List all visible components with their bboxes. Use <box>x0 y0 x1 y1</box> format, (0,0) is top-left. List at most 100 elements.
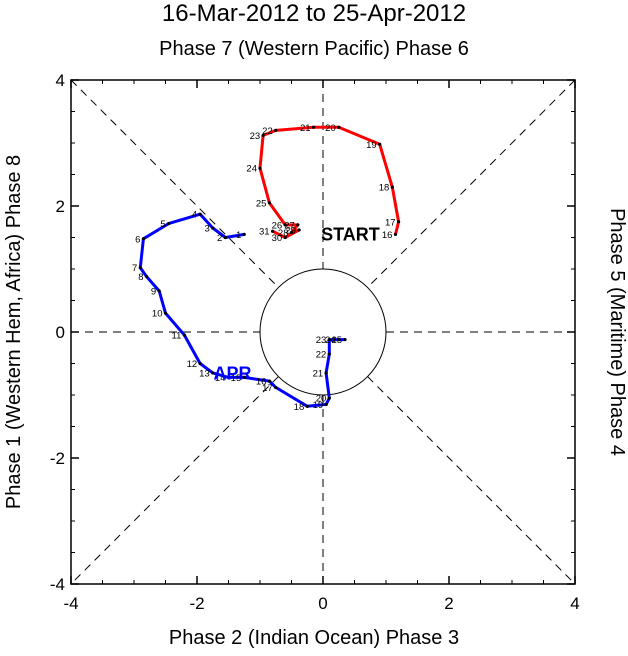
day-label: 23 <box>250 131 261 142</box>
day-label: 27 <box>284 220 295 231</box>
x-tick-label: -2 <box>189 594 204 613</box>
y-tick-label: -4 <box>50 575 65 594</box>
day-label: 25 <box>331 335 342 346</box>
data-point <box>327 337 331 342</box>
day-label: 19 <box>313 400 324 411</box>
data-point <box>267 201 272 205</box>
data-point <box>274 128 278 132</box>
x-tick-label: 2 <box>444 594 453 613</box>
left-phase-label: Phase 1 (Western Hem, Africa) Phase 8 <box>3 155 25 509</box>
dashed-diagonal-line <box>70 376 279 585</box>
data-point <box>378 142 382 146</box>
data-point <box>182 333 186 337</box>
data-point <box>327 396 331 400</box>
data-point <box>324 371 328 375</box>
data-point <box>397 220 401 224</box>
unit-circle <box>259 268 387 396</box>
x-tick-label: 0 <box>318 594 327 613</box>
y-tick-label: 0 <box>56 323 65 342</box>
month-label-apr: APR <box>213 363 251 383</box>
x-tick-label: -4 <box>63 594 78 613</box>
day-label: 3 <box>204 224 209 235</box>
data-point <box>283 235 287 240</box>
day-label: 19 <box>366 140 377 151</box>
data-point <box>343 337 347 342</box>
day-label: 18 <box>294 402 305 413</box>
y-tick-label: -2 <box>50 449 65 468</box>
day-label: 10 <box>152 309 163 320</box>
phase-grid <box>70 79 576 585</box>
data-point <box>138 266 142 270</box>
data-point <box>283 223 287 227</box>
data-point <box>141 237 146 241</box>
day-label: 14 <box>215 373 226 384</box>
data-point <box>337 337 341 342</box>
data-point <box>167 222 171 226</box>
day-label: 23 <box>316 335 327 346</box>
day-label: 9 <box>151 287 156 298</box>
data-point <box>157 289 161 293</box>
day-label: 16 <box>256 377 267 388</box>
day-label: 30 <box>272 233 283 244</box>
data-point <box>311 125 316 129</box>
data-point <box>327 352 331 356</box>
day-label: 18 <box>379 183 390 194</box>
dashed-diagonal-line <box>70 79 279 288</box>
data-point <box>267 379 272 383</box>
day-label: 12 <box>187 359 198 370</box>
day-label: 11 <box>172 331 182 342</box>
day-label: 21 <box>313 368 324 379</box>
right-phase-label: Phase 5 (Maritime) Phase 4 <box>606 208 628 456</box>
dashed-diagonal-line <box>367 79 576 288</box>
day-label: 2 <box>217 233 222 244</box>
data-point <box>242 232 246 236</box>
day-label: 4 <box>192 210 197 221</box>
day-label: 15 <box>231 373 242 384</box>
data-point <box>297 228 301 232</box>
chart-title: 16-Mar-2012 to 25-Apr-2012 <box>161 0 467 27</box>
data-point <box>242 375 246 379</box>
day-label: 6 <box>135 234 140 245</box>
y-tick-label: 2 <box>56 197 65 216</box>
data-point <box>337 125 341 129</box>
day-label: 24 <box>325 335 336 346</box>
data-point <box>296 223 300 227</box>
bottom-phase-label: Phase 2 (Indian Ocean) Phase 3 <box>168 627 460 649</box>
day-label: 17 <box>262 383 273 394</box>
day-label: 13 <box>199 368 210 379</box>
x-tick-label: 4 <box>570 594 579 613</box>
data-point <box>198 361 202 366</box>
day-label: 8 <box>138 272 143 283</box>
data-point <box>390 185 394 189</box>
data-point <box>163 311 168 315</box>
start-label: START <box>321 224 380 244</box>
data-point <box>211 371 215 375</box>
day-label: 7 <box>132 263 137 274</box>
day-label: 22 <box>262 126 273 137</box>
data-point <box>223 235 227 240</box>
day-label: 31 <box>259 227 270 238</box>
day-label: 20 <box>325 123 336 134</box>
series-line-mar <box>258 125 401 239</box>
day-label: 17 <box>385 217 396 228</box>
data-point <box>271 229 275 233</box>
day-label: 28 <box>278 228 289 239</box>
day-label: 16 <box>382 230 393 241</box>
data-point <box>289 230 294 235</box>
day-label: 26 <box>272 220 283 231</box>
day-label: 21 <box>300 123 311 134</box>
data-point <box>258 166 262 170</box>
day-label: 20 <box>316 394 327 405</box>
data-point <box>145 274 149 279</box>
day-label: 22 <box>316 350 327 361</box>
data-point <box>211 226 215 230</box>
data-point <box>198 212 202 216</box>
day-label: 29 <box>285 225 296 236</box>
day-label: 25 <box>256 198 267 209</box>
data-point <box>274 385 278 390</box>
